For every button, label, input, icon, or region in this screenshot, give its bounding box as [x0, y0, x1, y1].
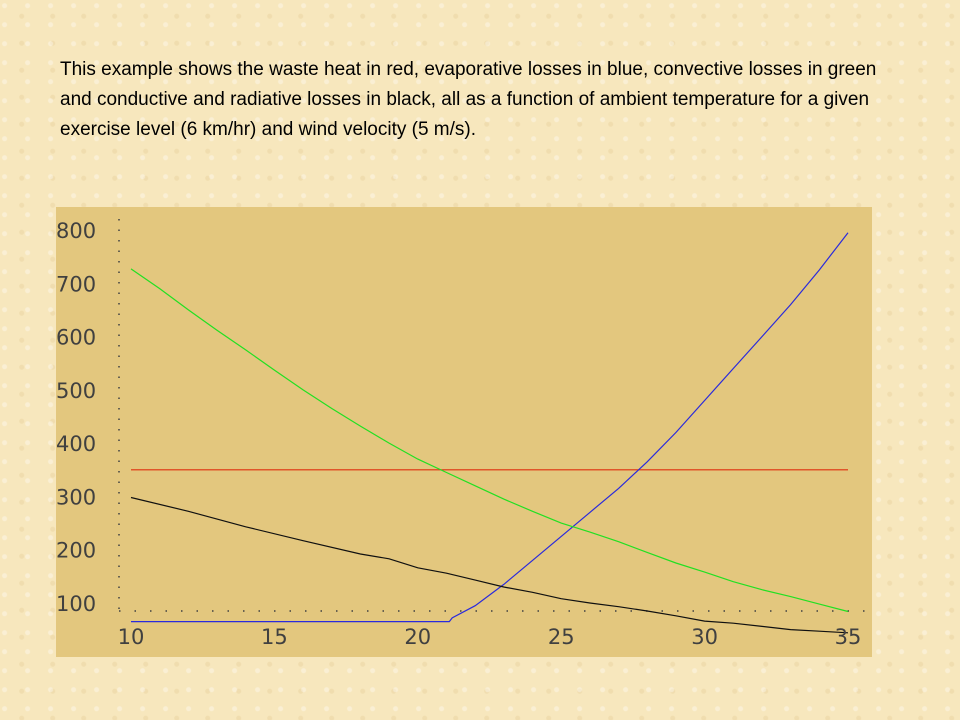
y-tick-label: 700	[56, 272, 96, 296]
y-tick-label: 800	[56, 219, 96, 243]
x-tick-label: 15	[261, 625, 288, 649]
x-tick-label: 30	[691, 625, 718, 649]
y-tick-label: 200	[56, 539, 96, 563]
x-tick-label: 20	[404, 625, 431, 649]
series-line-conductive-radiative	[130, 496, 849, 634]
tick-labels: 100 200 300 400 500 600 700 800 10 15 20 25 30 35	[56, 219, 861, 649]
y-tick-label: 400	[56, 432, 96, 456]
y-tick-label: 100	[56, 592, 96, 616]
series-line-convective	[130, 268, 849, 613]
caption-text: This example shows the waste heat in red…	[60, 59, 877, 140]
temperature-loss-chart: 100 200 300 400 500 600 700 800 10 15 20 25 30 35	[56, 207, 872, 657]
x-tick-label: 10	[118, 625, 145, 649]
axes	[118, 219, 872, 615]
y-tick-label: 500	[56, 379, 96, 403]
series-line-evaporative	[131, 232, 849, 623]
x-tick-label: 35	[835, 625, 862, 649]
series-lines	[130, 232, 849, 634]
y-tick-label: 600	[56, 326, 96, 350]
plot-background	[56, 207, 872, 657]
y-tick-label: 300	[56, 485, 96, 509]
x-tick-label: 25	[548, 625, 575, 649]
